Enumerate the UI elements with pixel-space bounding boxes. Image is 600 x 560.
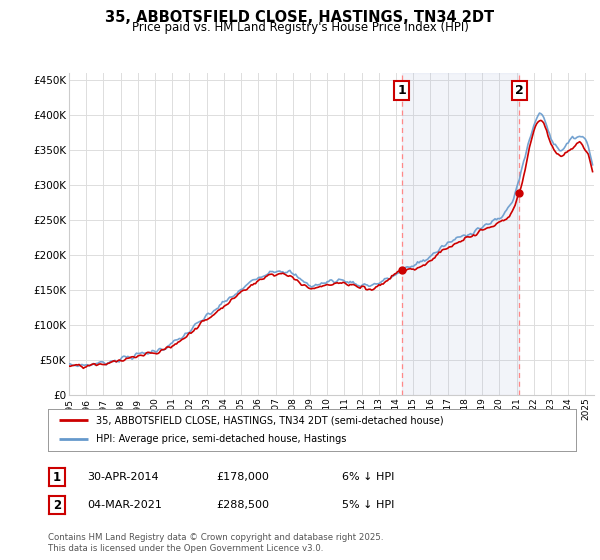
Text: 6% ↓ HPI: 6% ↓ HPI bbox=[342, 472, 394, 482]
Text: 35, ABBOTSFIELD CLOSE, HASTINGS, TN34 2DT (semi-detached house): 35, ABBOTSFIELD CLOSE, HASTINGS, TN34 2D… bbox=[95, 415, 443, 425]
Text: 2: 2 bbox=[53, 498, 61, 512]
Text: 1: 1 bbox=[397, 84, 406, 97]
Text: 1: 1 bbox=[53, 470, 61, 484]
Text: Contains HM Land Registry data © Crown copyright and database right 2025.
This d: Contains HM Land Registry data © Crown c… bbox=[48, 533, 383, 553]
Text: 30-APR-2014: 30-APR-2014 bbox=[87, 472, 158, 482]
Text: 35, ABBOTSFIELD CLOSE, HASTINGS, TN34 2DT: 35, ABBOTSFIELD CLOSE, HASTINGS, TN34 2D… bbox=[106, 10, 494, 25]
Text: Price paid vs. HM Land Registry's House Price Index (HPI): Price paid vs. HM Land Registry's House … bbox=[131, 21, 469, 34]
Text: HPI: Average price, semi-detached house, Hastings: HPI: Average price, semi-detached house,… bbox=[95, 435, 346, 445]
Text: 2: 2 bbox=[515, 84, 524, 97]
Text: 04-MAR-2021: 04-MAR-2021 bbox=[87, 500, 162, 510]
Bar bbox=[402, 73, 520, 395]
Text: 5% ↓ HPI: 5% ↓ HPI bbox=[342, 500, 394, 510]
Text: £178,000: £178,000 bbox=[216, 472, 269, 482]
Text: £288,500: £288,500 bbox=[216, 500, 269, 510]
